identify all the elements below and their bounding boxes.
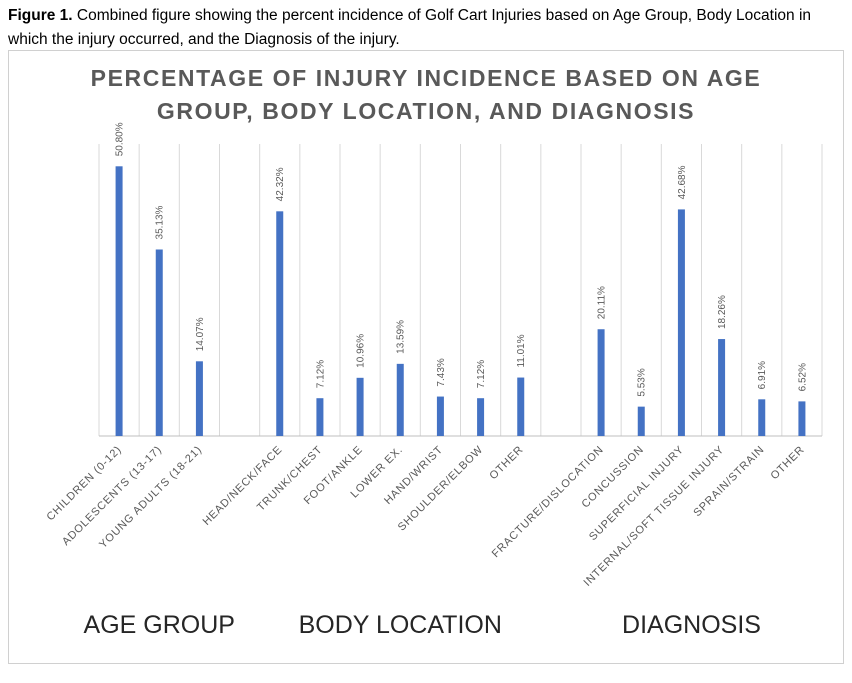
category-tick-label: OTHER bbox=[769, 444, 808, 483]
chart-title-line-2: GROUP, BODY LOCATION, AND DIAGNOSIS bbox=[156, 98, 696, 124]
category-tick-label: CHILDREN (0-12) bbox=[45, 444, 125, 524]
category-tick-label: INTERNAL/SOFT TISSUE INJURY bbox=[581, 444, 726, 589]
chart-title: PERCENTAGE OF INJURY INCIDENCE BASED ON … bbox=[8, 62, 844, 128]
data-label: 5.53% bbox=[637, 368, 648, 396]
data-label: 7.12% bbox=[315, 360, 326, 388]
bar bbox=[677, 209, 685, 436]
data-label: 13.59% bbox=[396, 320, 407, 354]
data-label: 7.43% bbox=[436, 358, 447, 386]
figure-caption: Figure 1. Combined figure showing the pe… bbox=[8, 4, 828, 52]
bar bbox=[436, 396, 444, 436]
bar bbox=[758, 399, 766, 436]
bar bbox=[155, 249, 163, 436]
bar bbox=[115, 166, 123, 436]
chart-frame bbox=[8, 50, 844, 664]
category-tick-label: HEAD/NECK/FACE bbox=[201, 444, 285, 528]
data-label: 10.96% bbox=[356, 334, 367, 368]
bar bbox=[718, 339, 726, 436]
category-tick-label: SHOULDER/ELBOW bbox=[396, 444, 486, 534]
bar bbox=[517, 377, 525, 436]
chart-title-line-1: PERCENTAGE OF INJURY INCIDENCE BASED ON … bbox=[90, 65, 762, 91]
bar bbox=[798, 401, 806, 436]
category-tick-label: OTHER bbox=[487, 444, 526, 483]
data-label: 14.07% bbox=[195, 317, 206, 351]
data-label: 20.11% bbox=[597, 286, 608, 319]
group-label: AGE GROUP bbox=[83, 611, 235, 639]
caption-text: Combined figure showing the percent inci… bbox=[8, 7, 812, 48]
bar bbox=[597, 329, 605, 436]
data-label: 42.32% bbox=[275, 167, 286, 201]
data-label: 6.91% bbox=[757, 361, 768, 389]
bar bbox=[477, 398, 485, 436]
figure-label: Figure 1. bbox=[8, 7, 73, 24]
data-label: 6.52% bbox=[797, 363, 808, 391]
group-label: DIAGNOSIS bbox=[622, 611, 761, 639]
bar bbox=[356, 377, 364, 436]
data-label: 35.13% bbox=[155, 205, 166, 239]
category-tick-label: SPRAIN/STRAIN bbox=[691, 444, 766, 519]
bar bbox=[316, 398, 324, 436]
data-label: 7.12% bbox=[476, 360, 487, 388]
bar bbox=[276, 211, 284, 436]
data-label: 50.80% bbox=[115, 122, 126, 156]
data-label: 18.26% bbox=[717, 295, 728, 329]
group-label: BODY LOCATION bbox=[298, 611, 502, 639]
bar bbox=[396, 363, 404, 436]
bar bbox=[195, 361, 203, 436]
data-label: 42.68% bbox=[677, 165, 688, 199]
bar bbox=[637, 406, 645, 436]
data-label: 11.01% bbox=[516, 334, 527, 367]
